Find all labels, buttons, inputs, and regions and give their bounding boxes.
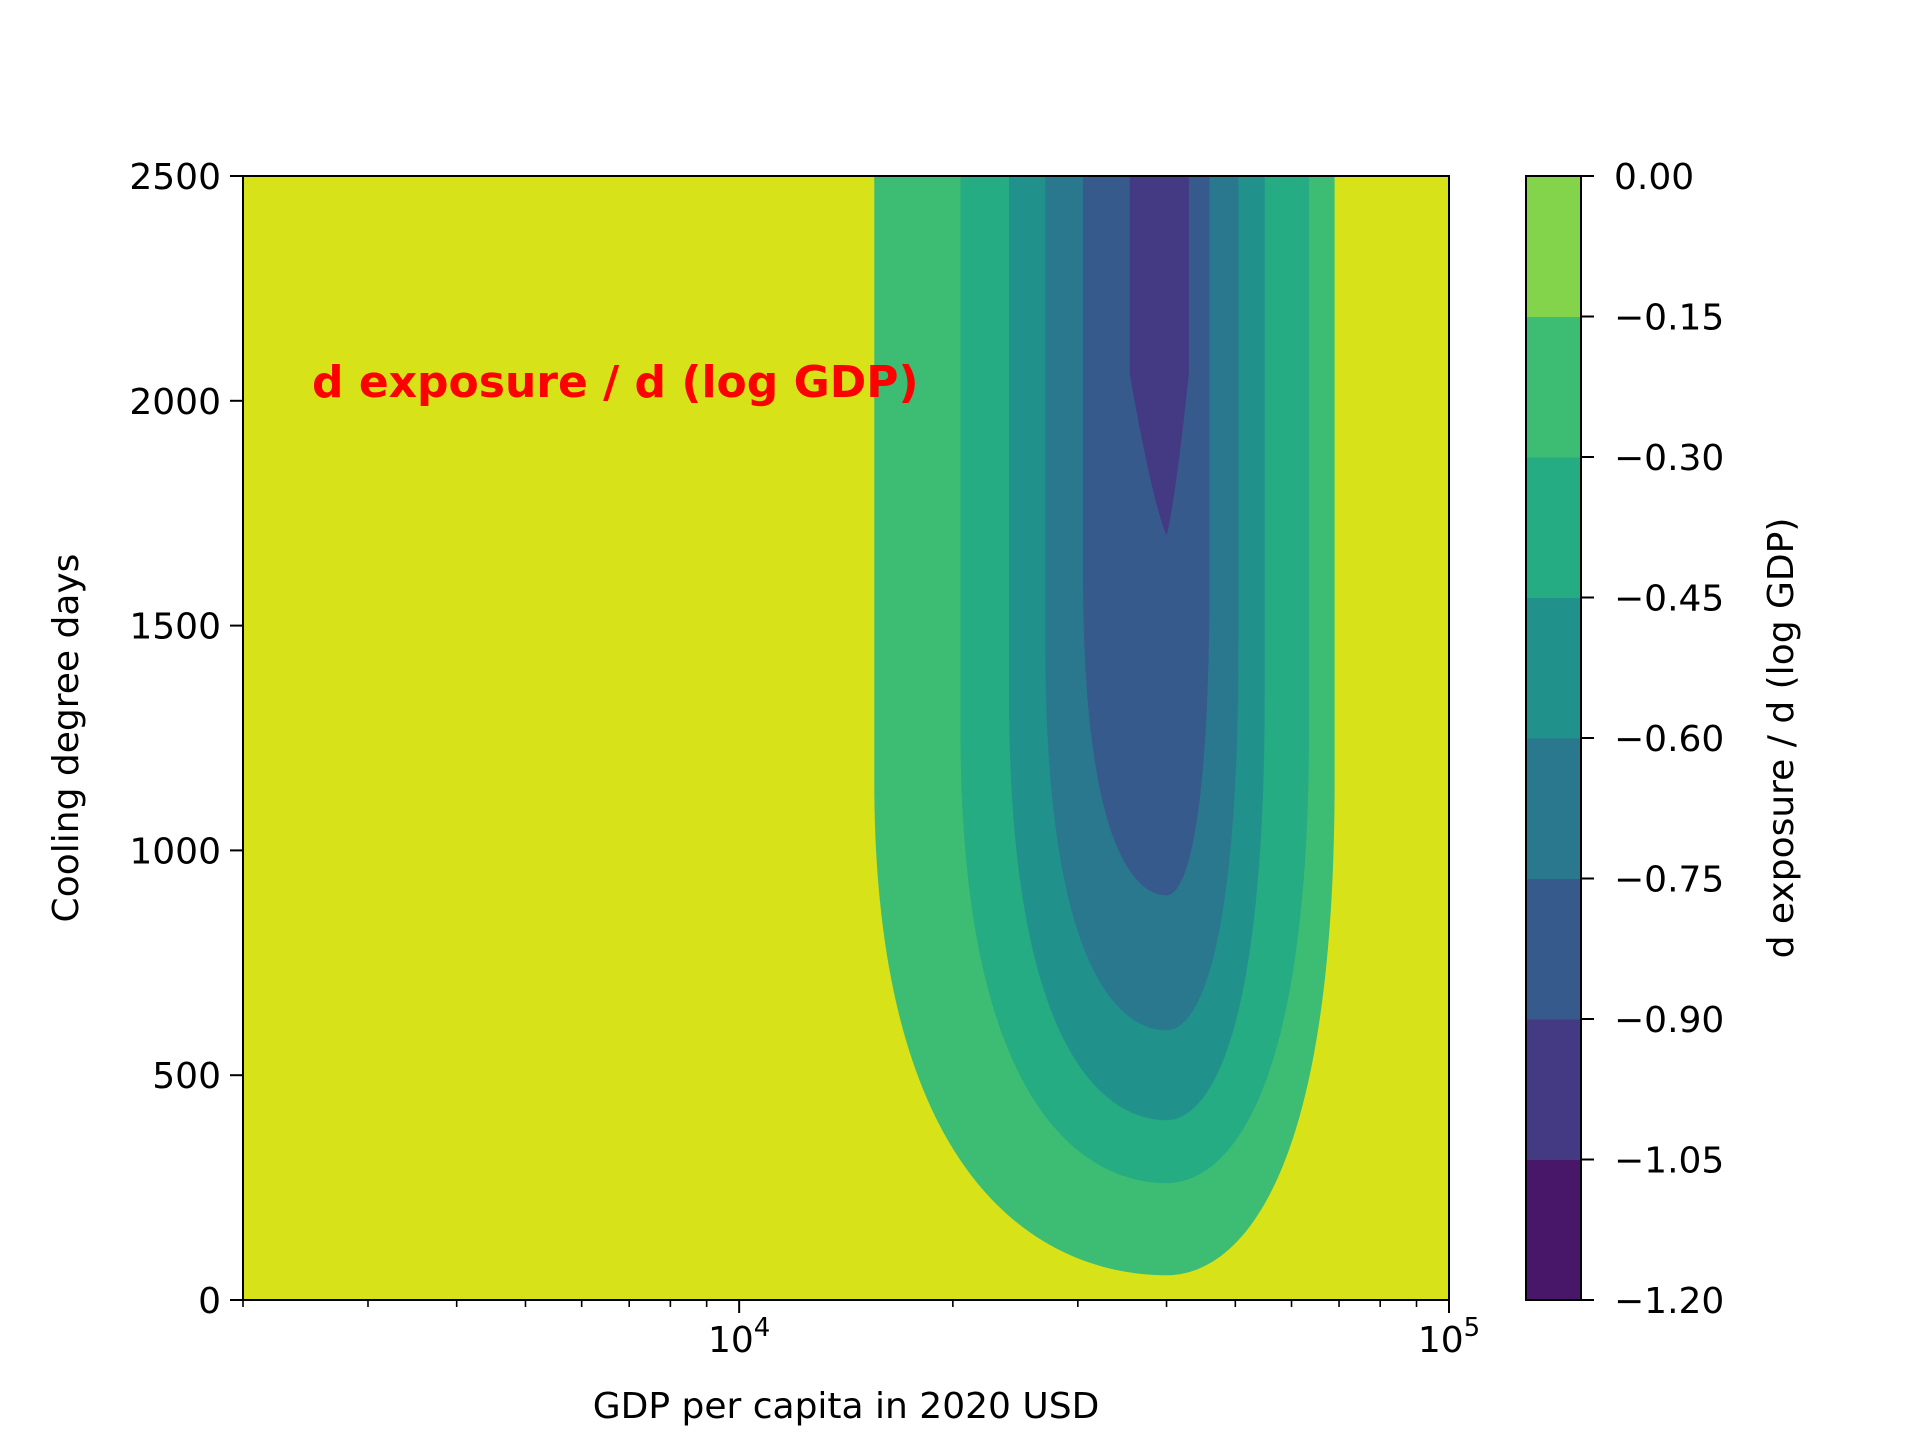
y-axis: 0 500 1000 1500 2000 2500 xyxy=(129,157,243,1322)
colorbar: −1.20 −1.05 −0.90 −0.75 −0.60 −0.45 −0.30 −0.15… xyxy=(1525,157,1724,1322)
colorbar-segment xyxy=(1526,878,1581,1020)
colorbar-segment xyxy=(1526,1159,1581,1301)
x-tick-label: 105 xyxy=(1418,1313,1480,1361)
colorbar-tick-label: −1.05 xyxy=(1614,1141,1724,1182)
y-tick-label: 2000 xyxy=(129,382,221,423)
y-tick-label: 500 xyxy=(152,1056,221,1097)
plot-frame xyxy=(242,175,1450,1301)
colorbar-segment xyxy=(1526,738,1581,879)
x-tick-label: 104 xyxy=(708,1313,770,1361)
colorbar-segment xyxy=(1526,316,1581,458)
y-tick-label: 1000 xyxy=(129,831,221,872)
colorbar-segment xyxy=(1526,457,1581,598)
chart-annotation: d exposure / d (log GDP) xyxy=(312,357,919,408)
y-tick-label: 2500 xyxy=(129,157,221,198)
colorbar-tick-label: −1.20 xyxy=(1614,1281,1724,1322)
colorbar-tick-label: −0.30 xyxy=(1614,438,1724,479)
colorbar-tick-label: −0.90 xyxy=(1614,1000,1724,1041)
y-tick-label: 1500 xyxy=(129,607,221,648)
colorbar-segment xyxy=(1526,597,1581,739)
colorbar-tick-label: −0.15 xyxy=(1614,298,1724,339)
colorbar-segment xyxy=(1526,1019,1581,1160)
x-axis-label: GDP per capita in 2020 USD xyxy=(593,1386,1100,1427)
y-axis-label: Cooling degree days xyxy=(46,554,87,923)
colorbar-tick-label: −0.45 xyxy=(1614,579,1724,620)
colorbar-label: d exposure / d (log GDP) xyxy=(1761,518,1802,959)
contour-band-m0_9 xyxy=(1129,176,1189,536)
colorbar-tick-label: 0.00 xyxy=(1614,157,1694,198)
colorbar-tick-label: −0.60 xyxy=(1614,719,1724,760)
colorbar-segment xyxy=(1526,176,1581,317)
contour-fill-area xyxy=(243,176,1449,1300)
y-tick-label: 0 xyxy=(198,1281,221,1322)
x-axis: 104 105 xyxy=(242,1300,1480,1361)
colorbar-tick-label: −0.75 xyxy=(1614,860,1724,901)
